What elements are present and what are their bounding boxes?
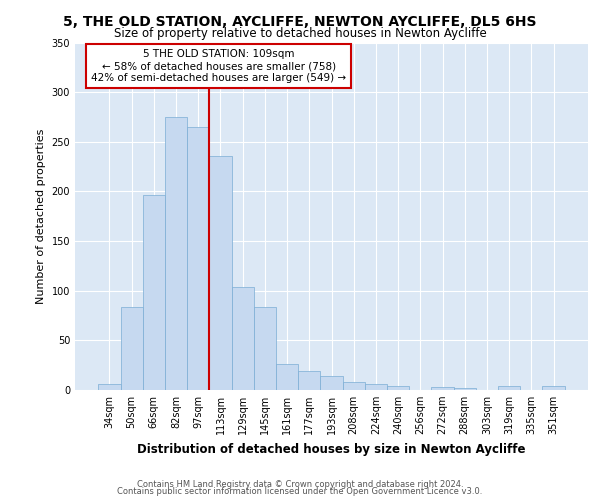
X-axis label: Distribution of detached houses by size in Newton Aycliffe: Distribution of detached houses by size … [137, 442, 526, 456]
Bar [98, 384, 121, 390]
Bar [143, 196, 165, 390]
Bar [454, 388, 476, 390]
Bar [232, 286, 254, 390]
Bar [320, 376, 343, 390]
Y-axis label: Number of detached properties: Number of detached properties [36, 128, 46, 304]
Bar [298, 371, 320, 390]
Bar [254, 306, 276, 390]
Text: Contains public sector information licensed under the Open Government Licence v3: Contains public sector information licen… [118, 488, 482, 496]
Text: Size of property relative to detached houses in Newton Aycliffe: Size of property relative to detached ho… [113, 28, 487, 40]
Bar [165, 117, 187, 390]
Text: 5 THE OLD STATION: 109sqm
← 58% of detached houses are smaller (758)
42% of semi: 5 THE OLD STATION: 109sqm ← 58% of detac… [91, 50, 346, 82]
Bar [387, 386, 409, 390]
Bar [209, 156, 232, 390]
Text: 5, THE OLD STATION, AYCLIFFE, NEWTON AYCLIFFE, DL5 6HS: 5, THE OLD STATION, AYCLIFFE, NEWTON AYC… [63, 15, 537, 29]
Bar [431, 387, 454, 390]
Bar [498, 386, 520, 390]
Bar [365, 384, 387, 390]
Bar [343, 382, 365, 390]
Bar [542, 386, 565, 390]
Bar [121, 306, 143, 390]
Bar [276, 364, 298, 390]
Bar [187, 127, 209, 390]
Text: Contains HM Land Registry data © Crown copyright and database right 2024.: Contains HM Land Registry data © Crown c… [137, 480, 463, 489]
